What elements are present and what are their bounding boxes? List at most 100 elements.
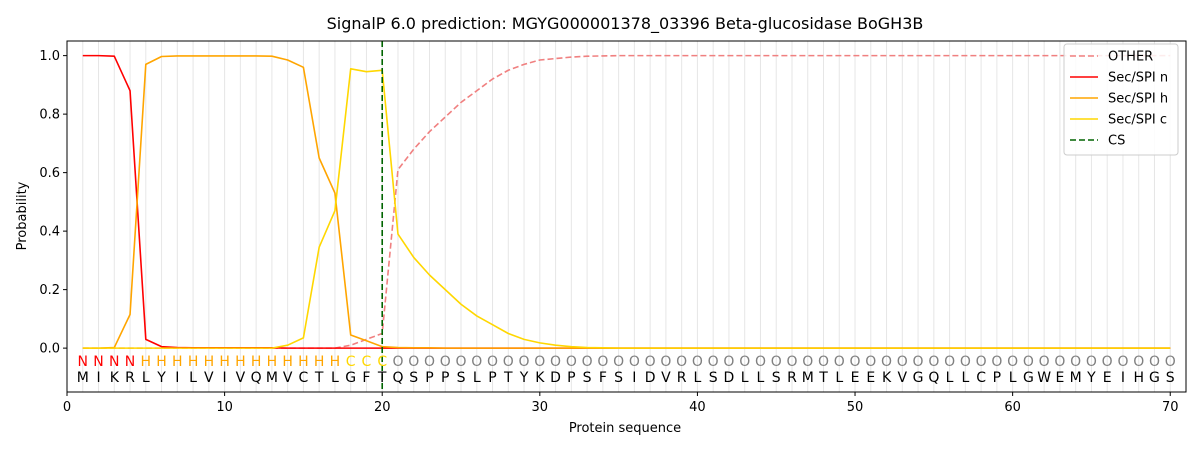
x-tick-label: 40 [689,400,706,415]
residue-class-label: O [392,354,403,370]
residue-class-label: O [928,354,939,370]
residue-class-label: O [1039,354,1050,370]
series-lines [82,41,1171,392]
residue-letter: Y [519,370,529,386]
residue-class-label: H [219,354,230,370]
residue-letter: L [961,370,969,386]
residue-class-label: N [78,354,88,370]
residue-letter: S [614,370,623,386]
residue-class-label: O [771,354,782,370]
residue-class-label: O [786,354,797,370]
residue-class-label: O [755,354,766,370]
residue-letter: L [142,370,150,386]
residue-letter: R [125,370,135,386]
residue-letter: I [175,370,179,386]
series-line [82,54,1171,349]
residue-letter: L [473,370,481,386]
residue-letter: L [835,370,843,386]
residue-class-label: O [471,354,482,370]
residue-letter: P [488,370,496,386]
residue-letter: P [425,370,433,386]
residue-letter: K [110,370,120,386]
residue-class-label: O [802,354,813,370]
residue-class-label: C [346,354,356,370]
residue-class-label: O [1054,354,1065,370]
residue-letter: T [377,370,387,386]
y-axis-label: Probability [15,181,30,250]
y-tick-label: 0.4 [39,225,60,240]
residue-letter: R [787,370,797,386]
residue-class-label: C [377,354,387,370]
residue-letter: G [1149,370,1160,386]
residue-class-label: N [125,354,135,370]
residue-letter: E [866,370,875,386]
residue-class-label: H [204,354,215,370]
residue-letter: S [409,370,418,386]
residue-class-label: O [1117,354,1128,370]
residue-letter: L [946,370,954,386]
residue-class-label: O [881,354,892,370]
residue-class-label: O [1102,354,1113,370]
residue-letter: V [283,370,293,386]
residue-class-label: O [676,354,687,370]
residue-class-label: O [1165,354,1176,370]
residue-class-label: O [566,354,577,370]
residue-letter: I [223,370,227,386]
residue-letter: Y [156,370,166,386]
residue-letter: G [1023,370,1034,386]
residue-class-label: O [455,354,466,370]
residue-letter: M [802,370,814,386]
residue-letter: I [1121,370,1125,386]
residue-letter: Q [251,370,262,386]
residue-letter: D [724,370,735,386]
residue-letter: E [1055,370,1064,386]
residue-letter: C [976,370,986,386]
x-tick-label: 0 [63,400,71,415]
residue-letter: G [913,370,924,386]
residue-class-label: N [109,354,119,370]
legend: OTHER Sec/SPI n Sec/SPI h Sec/SPI c CS [1063,43,1179,156]
y-tick-label: 0.8 [39,108,60,123]
x-tick-label: 20 [374,400,391,415]
residue-class-label: C [362,354,372,370]
residue-class-label: H [251,354,262,370]
residue-class-label: H [156,354,167,370]
residue-letter: D [645,370,656,386]
residue-class-label: O [597,354,608,370]
residue-class-label: H [235,354,246,370]
residue-letter: T [818,370,828,386]
residue-grid [82,41,1171,392]
residue-class-label: O [865,354,876,370]
y-tick-label: 0.2 [39,283,60,298]
residue-class-label: O [708,354,719,370]
y-tick-label: 0.6 [39,166,60,181]
residue-class-label: O [1007,354,1018,370]
residue-class-label: H [282,354,293,370]
residue-class-label: O [1133,354,1144,370]
residue-class-label: O [850,354,861,370]
x-tick-label: 50 [847,400,864,415]
residue-letter: S [772,370,781,386]
residue-letter: R [677,370,687,386]
residue-letter: F [599,370,607,386]
legend-label: Sec/SPI c [1108,113,1167,128]
residue-class-label: H [314,354,325,370]
residue-class-label: O [1149,354,1160,370]
residue-letter: P [993,370,1001,386]
residue-letter: Q [928,370,939,386]
residue-letter: H [1133,370,1144,386]
residue-letter: C [299,370,309,386]
residue-letter: Y [1086,370,1096,386]
residue-letter: I [632,370,636,386]
residue-letter: K [535,370,545,386]
residue-letter: S [709,370,718,386]
sequence-labels: NMNINKNRHLHYHIHLHVHIHVHQHMHVHCHTHLCGCFCT… [77,354,1176,386]
residue-letter: K [882,370,892,386]
residue-class-label: O [487,354,498,370]
series-line [82,54,1171,349]
residue-letter: V [898,370,908,386]
residue-class-label: O [613,354,624,370]
residue-class-label: O [723,354,734,370]
x-tick-label: 10 [216,400,233,415]
